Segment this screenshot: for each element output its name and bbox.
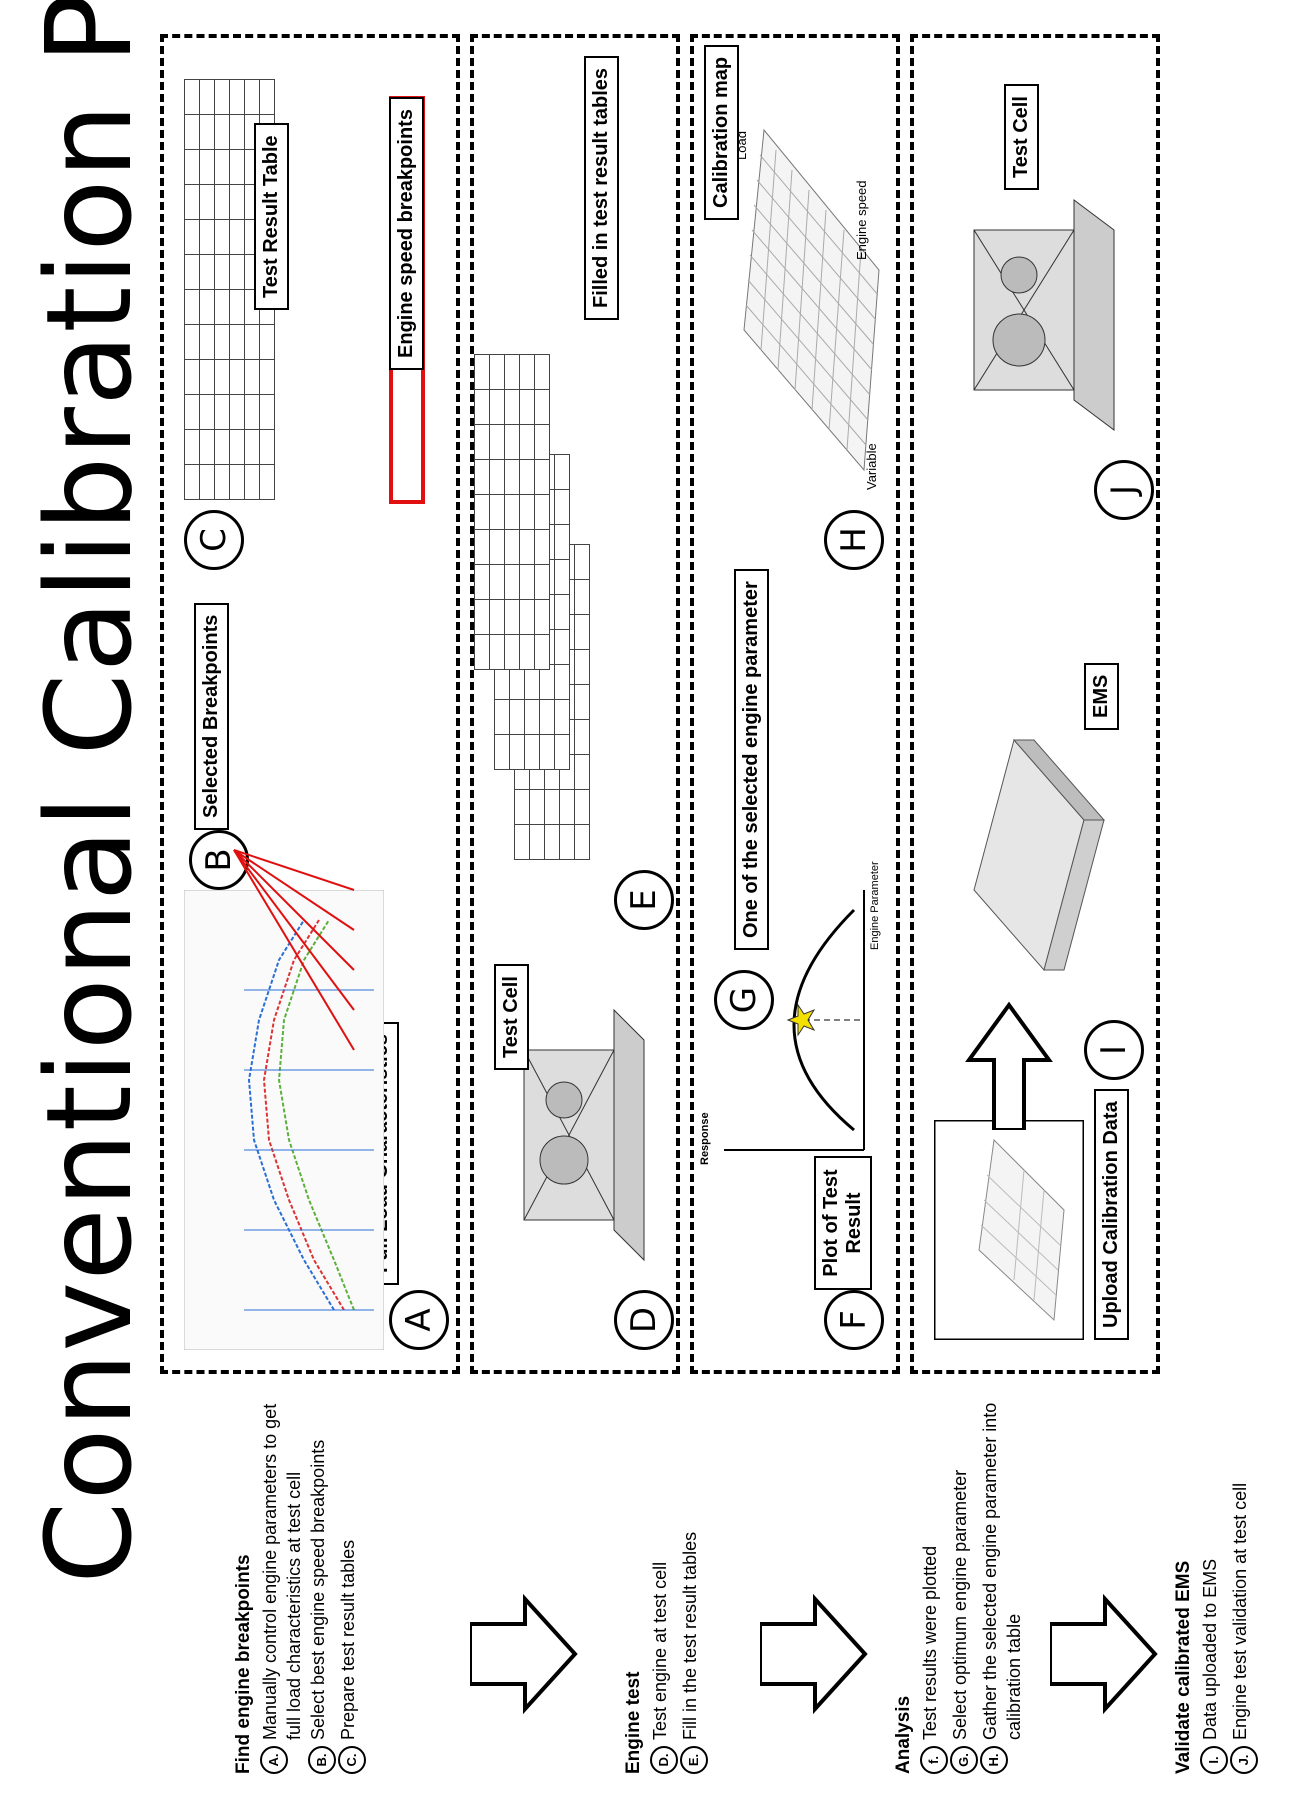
map-speed-axis-label: Engine speed	[854, 180, 869, 260]
test-cell-icon	[973, 199, 1115, 431]
step-marker: E.	[680, 1746, 708, 1774]
step-marker: f.	[920, 1746, 948, 1774]
marker-i: I	[1084, 1020, 1144, 1080]
panel-validate: Upload Calibration Data I EMS J	[910, 34, 1160, 1374]
down-arrow-icon	[760, 1594, 868, 1714]
step-engine-test: Engine test D. Test engine at test cell …	[620, 1394, 708, 1774]
test-result-table-label: Test Result Table	[254, 123, 289, 310]
step-text: Prepare test result tables	[338, 1539, 358, 1740]
selected-breakpoints-label: Selected Breakpoints	[194, 602, 229, 830]
plot-label: Plot of Test Result	[814, 1156, 872, 1290]
step-text: Test results were plotted	[920, 1545, 940, 1740]
step-text: Gather the selected engine parameter int…	[980, 1402, 1024, 1740]
engine-param-axis-label: Engine Parameter	[869, 861, 881, 950]
panel-find-breakpoints: A Full Load Characteristics B Selected B…	[160, 34, 460, 1374]
map-variable-axis-label: Variable	[864, 443, 879, 490]
down-arrow-icon	[1050, 1594, 1158, 1714]
step-item: G. Select optimum engine parameter	[948, 1394, 978, 1774]
test-cell-label: Test Cell	[494, 964, 529, 1070]
breakpoint-arrows	[233, 849, 355, 1051]
page-title: Conventional Calibration Process	[20, 0, 158, 1584]
response-axis-label: Response	[699, 1112, 711, 1165]
upload-label: Upload Calibration Data	[1094, 1089, 1129, 1340]
step-heading: Analysis	[893, 1695, 914, 1774]
ems-unit-icon	[973, 738, 1106, 972]
ems-label: EMS	[1084, 662, 1119, 730]
marker-a: A	[389, 1290, 449, 1350]
engine-speed-breakpoints-label: Engine speed breakpoints	[389, 97, 424, 370]
step-marker: B.	[308, 1746, 336, 1774]
selected-param-label: One of the selected engine parameter	[734, 569, 769, 950]
step-text: Fill in the test result tables	[680, 1531, 700, 1740]
step-item: A. Manually control engine parameters to…	[258, 1394, 306, 1774]
step-text: Engine test validation at test cell	[1230, 1482, 1250, 1740]
step-marker: G.	[950, 1746, 978, 1774]
step-heading: Validate calibrated EMS	[1173, 1560, 1194, 1774]
full-load-chart	[184, 890, 384, 1350]
response-plot	[724, 890, 865, 1151]
calibration-map-3d	[743, 128, 880, 472]
step-text: Select optimum engine parameter	[950, 1469, 970, 1740]
marker-g: G	[714, 970, 774, 1030]
upload-arrow-icon	[965, 1001, 1053, 1130]
step-marker: A.	[260, 1746, 288, 1774]
test-cell-label: Test Cell	[1004, 84, 1039, 190]
down-arrow-icon	[470, 1594, 578, 1714]
step-find-breakpoints: Find engine breakpoints A. Manually cont…	[230, 1394, 366, 1774]
marker-c: C	[184, 510, 244, 570]
step-text: Data uploaded to EMS	[1200, 1558, 1220, 1740]
step-marker: D.	[650, 1746, 678, 1774]
step-item: J. Engine test validation at test cell	[1228, 1394, 1258, 1774]
step-text: Test engine at test cell	[650, 1561, 670, 1740]
step-item: B. Select best engine speed breakpoints	[306, 1394, 336, 1774]
panel-analysis: F Plot of Test Result Response Engine Pa…	[690, 34, 900, 1374]
marker-d: D	[614, 1290, 674, 1350]
step-text: Select best engine speed breakpoints	[308, 1439, 328, 1740]
step-marker: J.	[1230, 1746, 1258, 1774]
marker-f: F	[824, 1290, 884, 1350]
marker-j: J	[1094, 460, 1154, 520]
step-item: H. Gather the selected engine parameter …	[978, 1394, 1026, 1774]
step-heading: Engine test	[623, 1671, 644, 1774]
marker-h: H	[824, 510, 884, 570]
step-marker: C.	[338, 1746, 366, 1774]
step-marker: H.	[980, 1746, 1008, 1774]
step-item: I. Data uploaded to EMS	[1198, 1394, 1228, 1774]
calibration-map-label: Calibration map	[704, 44, 739, 220]
step-heading: Find engine breakpoints	[233, 1554, 254, 1774]
marker-e: E	[614, 870, 674, 930]
step-text: Manually control engine parameters to ge…	[260, 1403, 304, 1740]
filled-table-3	[474, 354, 550, 670]
step-item: D. Test engine at test cell	[648, 1394, 678, 1774]
panel-engine-test: D Test Cell E	[470, 34, 680, 1374]
upload-map-thumbnail	[934, 1120, 1084, 1340]
step-item: C. Prepare test result tables	[336, 1394, 366, 1774]
step-marker: I.	[1200, 1746, 1228, 1774]
step-item: f. Test results were plotted	[918, 1394, 948, 1774]
filled-tables-label: Filled in test result tables	[584, 55, 619, 320]
test-cell-icon	[523, 1008, 645, 1262]
step-validate: Validate calibrated EMS I. Data uploaded…	[1170, 1394, 1258, 1774]
step-analysis: Analysis f. Test results were plotted G.…	[890, 1394, 1026, 1774]
step-item: E. Fill in the test result tables	[678, 1394, 708, 1774]
